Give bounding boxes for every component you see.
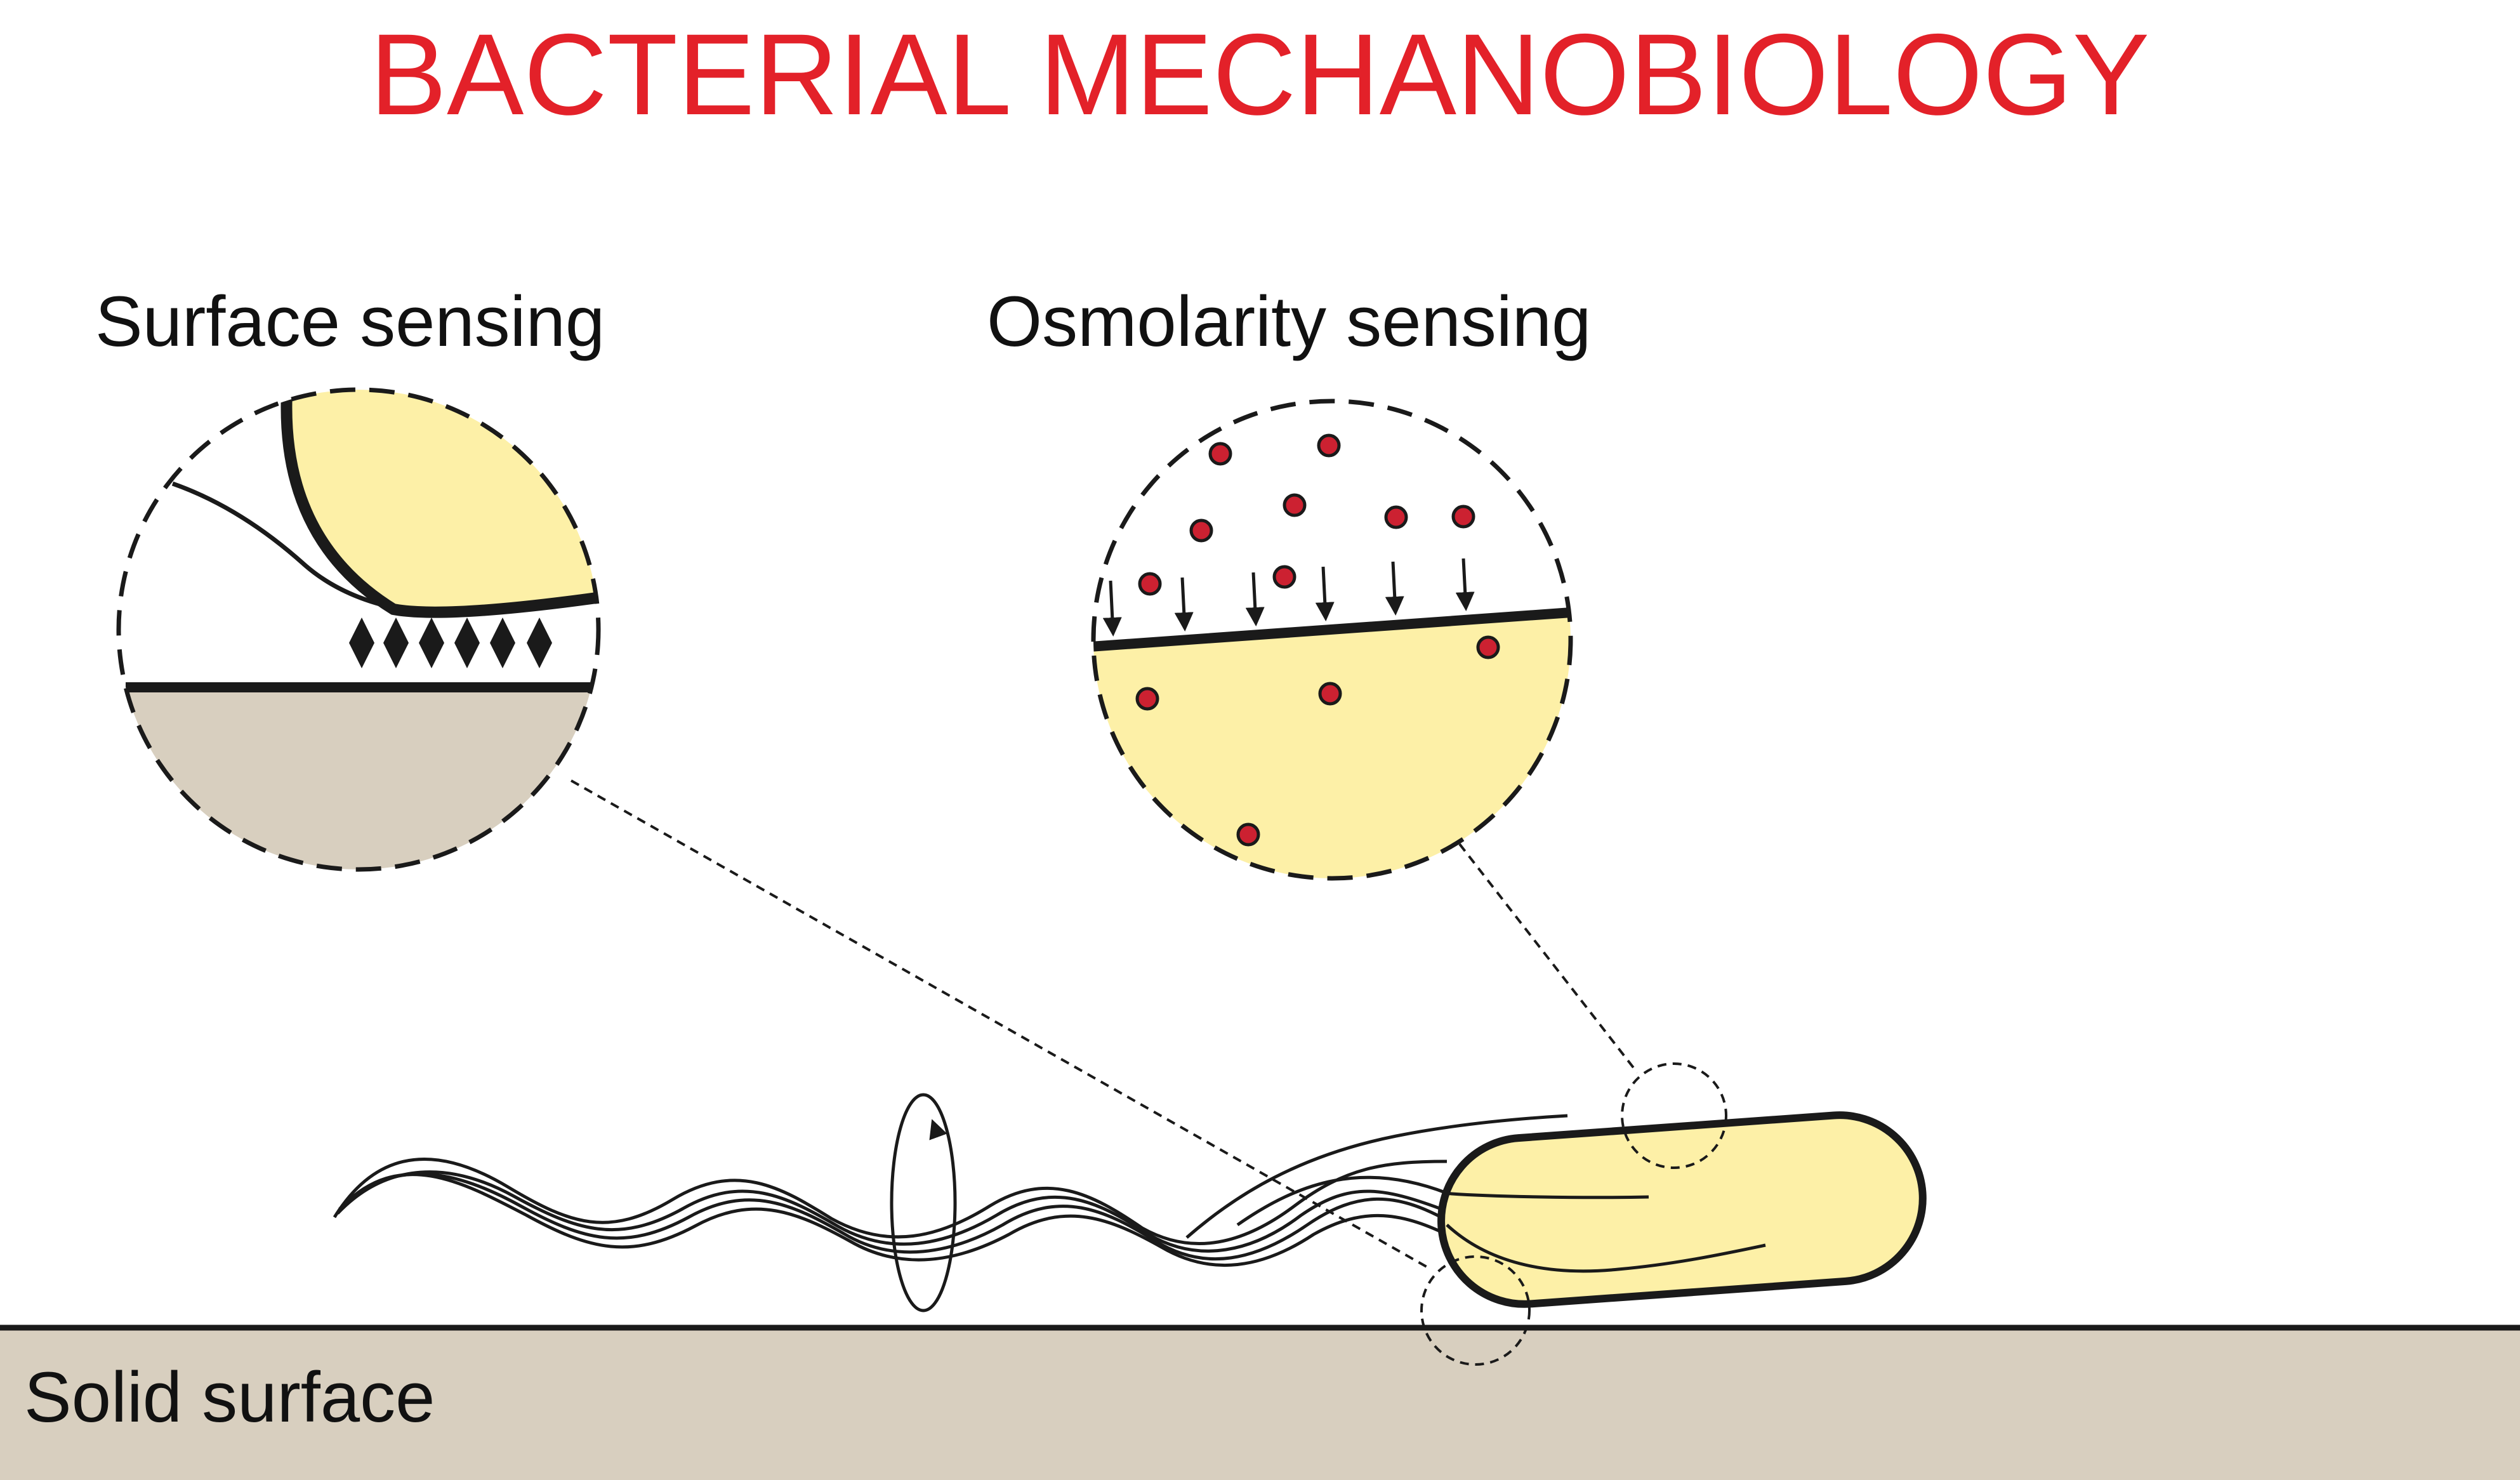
osmolarity-sensing-zoom	[1091, 399, 1573, 881]
surface-callout-circle	[1420, 1255, 1531, 1366]
diagram-title: BACTERIAL MECHANOBIOLOGY	[370, 10, 2150, 139]
zoom-cell-body	[286, 390, 598, 612]
surface-sensing-label: Surface sensing	[95, 282, 605, 361]
osmolarity-callout-line	[1458, 843, 1639, 1074]
rotation-arrow-icon	[890, 1093, 957, 1312]
zoom-cytoplasm	[1093, 611, 1571, 878]
zoom-membrane	[1093, 607, 1571, 653]
force-arrows	[349, 618, 552, 668]
solid-surface-label: Solid surface	[24, 1358, 435, 1437]
flagella-bundle	[333, 1114, 1568, 1267]
osmolarity-sensing-label: Osmolarity sensing	[987, 282, 1591, 361]
callouts	[571, 779, 1727, 1366]
zoom-surface-region	[119, 688, 598, 869]
influx-arrows	[1102, 558, 1475, 637]
osmolarity-callout-circle	[1621, 1062, 1727, 1169]
solute-particles	[1135, 433, 1500, 847]
zoom-circle-outline	[116, 387, 601, 872]
surface-callout-line	[571, 779, 1432, 1271]
zoom-circle-outline	[1091, 399, 1573, 881]
bacterial-cell	[1437, 1111, 1927, 1308]
solid-surface	[0, 1328, 2520, 1480]
surface-sensing-zoom	[116, 387, 601, 872]
